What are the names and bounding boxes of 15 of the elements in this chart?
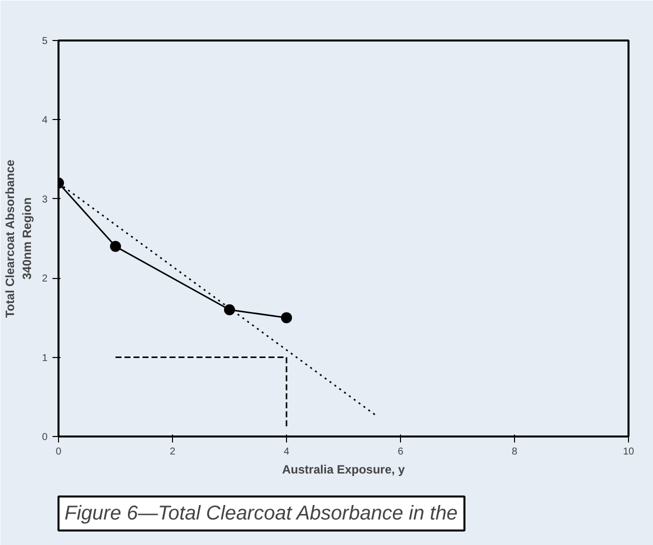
x-tick-label: 2: [170, 446, 176, 458]
y-tick-label: 1: [42, 352, 48, 364]
y-tick-label: 2: [42, 274, 48, 285]
x-axis-title: Australia Exposure, y: [282, 462, 406, 476]
y-axis-title: Total Clearcoat Absorbance 340nm Region: [3, 159, 34, 318]
y-tick-label: 5: [42, 36, 48, 47]
caption: Figure 6—Total Clearcoat Absorbance in the: [64, 502, 458, 524]
x-tick-label: 4: [284, 446, 290, 458]
y-tick-label: 4: [42, 115, 48, 126]
x-tick-label: 8: [512, 446, 518, 458]
y-tick-label: 3: [42, 194, 48, 206]
x-tick-label: 10: [622, 446, 634, 458]
x-tick-label: 6: [398, 446, 404, 458]
x-tick-label: 0: [56, 446, 62, 458]
y-tick-label: 0: [42, 432, 48, 443]
